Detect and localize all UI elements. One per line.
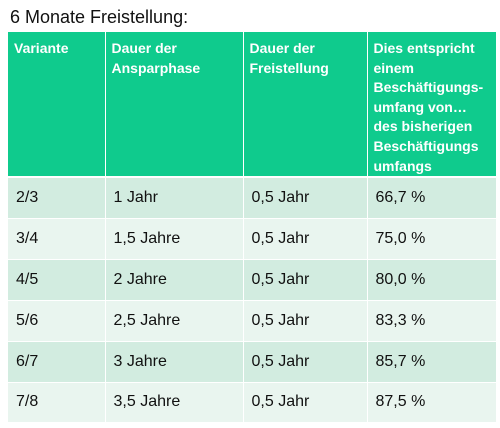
cell-ansparphase: 3 Jahre xyxy=(104,340,243,383)
cell-freistellung: 0,5 Jahr xyxy=(242,381,367,423)
cell-ansparphase: 2,5 Jahre xyxy=(104,299,243,342)
header-freistellung: Dauer der Freistellung xyxy=(242,32,367,179)
cell-freistellung: 0,5 Jahr xyxy=(242,176,367,219)
cell-variante: 7/8 xyxy=(8,381,105,423)
table-row: 6/7 3 Jahre 0,5 Jahr 85,7 % xyxy=(8,340,496,383)
cell-umfang: 83,3 % xyxy=(366,299,496,342)
cell-ansparphase: 2 Jahre xyxy=(104,258,243,301)
header-variante: Variante xyxy=(8,32,105,179)
cell-variante: 2/3 xyxy=(8,176,105,219)
header-beschaeftigungsumfang: Dies entspricht einem Beschäftigungs­umf… xyxy=(366,32,496,179)
cell-variante: 6/7 xyxy=(8,340,105,383)
cell-freistellung: 0,5 Jahr xyxy=(242,340,367,383)
cell-umfang: 66,7 % xyxy=(366,176,496,219)
table-row: 5/6 2,5 Jahre 0,5 Jahr 83,3 % xyxy=(8,299,496,342)
cell-freistellung: 0,5 Jahr xyxy=(242,217,367,260)
table-row: 7/8 3,5 Jahre 0,5 Jahr 87,5 % xyxy=(8,381,496,423)
cell-umfang: 75,0 % xyxy=(366,217,496,260)
page-title: 6 Monate Freistellung: xyxy=(10,7,189,27)
table-header-row: Variante Dauer der Ansparphase Dauer der… xyxy=(8,32,496,179)
cell-variante: 5/6 xyxy=(8,299,105,342)
header-ansparphase: Dauer der Ansparphase xyxy=(104,32,243,179)
cell-ansparphase: 3,5 Jahre xyxy=(104,381,243,423)
cell-umfang: 80,0 % xyxy=(366,258,496,301)
cell-variante: 4/5 xyxy=(8,258,105,301)
freistellung-table: Variante Dauer der Ansparphase Dauer der… xyxy=(8,32,496,423)
table-row: 3/4 1,5 Jahre 0,5 Jahr 75,0 % xyxy=(8,217,496,260)
cell-variante: 3/4 xyxy=(8,217,105,260)
cell-ansparphase: 1,5 Jahre xyxy=(104,217,243,260)
cell-freistellung: 0,5 Jahr xyxy=(242,299,367,342)
cell-umfang: 85,7 % xyxy=(366,340,496,383)
cell-umfang: 87,5 % xyxy=(366,381,496,423)
table-row: 4/5 2 Jahre 0,5 Jahr 80,0 % xyxy=(8,258,496,301)
table-row: 2/3 1 Jahr 0,5 Jahr 66,7 % xyxy=(8,176,496,219)
cell-freistellung: 0,5 Jahr xyxy=(242,258,367,301)
cell-ansparphase: 1 Jahr xyxy=(104,176,243,219)
